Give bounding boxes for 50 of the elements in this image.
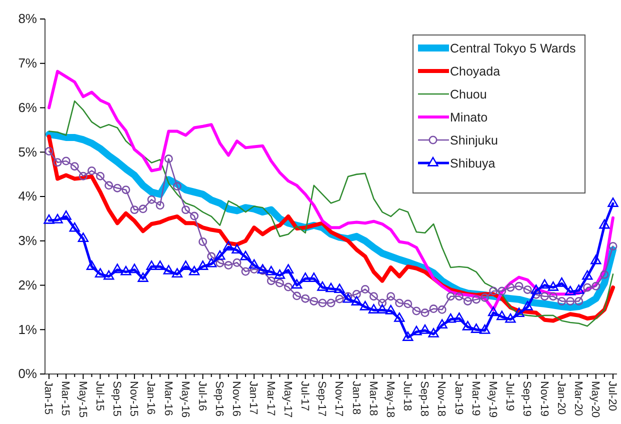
x-tick-label: Jan-19: [452, 381, 464, 415]
x-tick-label: Jan-16: [144, 381, 157, 415]
x-tick-label: May-16: [178, 381, 191, 418]
legend-label: Shinjuku: [450, 134, 498, 148]
legend-label: Central Tokyo 5 Wards: [450, 42, 576, 56]
y-tick-label: 1%: [18, 322, 38, 337]
x-tick-label: Jul-18: [401, 381, 414, 411]
y-tick-label: 5%: [18, 144, 38, 160]
y-tick-label: 4%: [18, 188, 38, 204]
x-tick-label: Jan-18: [350, 381, 362, 415]
x-tick-label: Jan-15: [42, 381, 54, 415]
x-tick-label: Nov-17: [332, 381, 345, 416]
x-tick-label: May-20: [589, 381, 602, 418]
x-tick-label: Jul-17: [298, 381, 311, 411]
x-tick-label: Jul-19: [504, 381, 516, 411]
x-tick-label: Nov-15: [128, 381, 140, 416]
x-tick-label: May-19: [486, 381, 499, 418]
x-tick-label: Sep-15: [110, 381, 123, 416]
x-tick-label: Nov-19: [538, 381, 550, 416]
x-tick-label: Jan-20: [554, 381, 567, 415]
y-tick-label: 2%: [18, 277, 38, 292]
y-tick-label: 8%: [18, 11, 38, 26]
x-tick-label: May-17: [281, 381, 294, 418]
x-tick-label: Mar-19: [469, 381, 482, 416]
x-tick-label: Mar-16: [162, 381, 174, 416]
x-tick-label: May-18: [384, 381, 396, 418]
legend-label: Shibuya: [450, 156, 496, 170]
x-tick-label: Nov-18: [435, 381, 448, 416]
x-tick-label: Jul-15: [93, 381, 106, 411]
legend-label: Choyada: [450, 64, 500, 78]
x-tick-label: Mar-20: [572, 381, 584, 416]
x-tick-label: Mar-18: [366, 381, 379, 416]
y-tick-label: 0%: [18, 366, 38, 382]
x-tick-label: Jan-17: [247, 381, 260, 415]
y-tick-label: 6%: [18, 100, 38, 115]
x-tick-label: Sep-17: [316, 381, 328, 416]
legend-label: Chuou: [450, 88, 487, 102]
x-tick-label: Sep-19: [520, 381, 533, 416]
x-tick-label: Nov-16: [230, 381, 242, 416]
x-tick-label: Jul-16: [196, 381, 208, 411]
line-series: [48, 100, 614, 327]
x-tick-label: May-15: [76, 381, 88, 418]
y-tick-label: 3%: [18, 233, 38, 248]
x-tick-label: Sep-16: [213, 381, 226, 416]
x-tick-label: Jul-20: [606, 381, 618, 411]
x-tick-label: Sep-18: [418, 381, 430, 416]
y-tick-label: 7%: [18, 56, 38, 71]
x-tick-label: Mar-17: [264, 381, 276, 416]
legend-label: Minato: [450, 110, 488, 124]
x-tick-label: Mar-15: [59, 381, 72, 416]
